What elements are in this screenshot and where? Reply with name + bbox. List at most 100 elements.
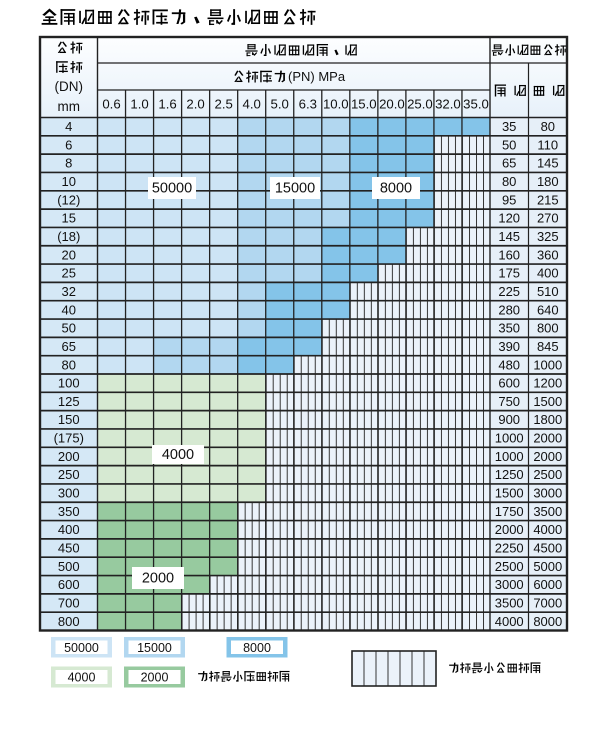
svg-text:(18): (18) (57, 229, 80, 244)
svg-text:50: 50 (62, 321, 76, 336)
svg-text:900: 900 (498, 412, 520, 427)
svg-text:4: 4 (65, 119, 72, 134)
svg-text:1000: 1000 (495, 431, 524, 446)
svg-text:360: 360 (537, 247, 559, 262)
svg-text:1.6: 1.6 (158, 97, 176, 112)
svg-text:7000: 7000 (533, 596, 562, 611)
svg-text:25: 25 (62, 266, 76, 281)
svg-text:25.0: 25.0 (407, 97, 433, 112)
svg-text:800: 800 (537, 321, 559, 336)
svg-text:35: 35 (502, 119, 516, 134)
svg-text:1750: 1750 (495, 504, 524, 519)
svg-text:2000: 2000 (141, 671, 169, 685)
svg-text:700: 700 (58, 596, 80, 611)
svg-text:15.0: 15.0 (351, 97, 377, 112)
svg-text:845: 845 (537, 339, 559, 354)
svg-text:160: 160 (498, 247, 520, 262)
svg-text:2500: 2500 (495, 559, 524, 574)
svg-text:32: 32 (62, 284, 76, 299)
svg-text:480: 480 (498, 357, 520, 372)
svg-text:125: 125 (58, 394, 80, 409)
svg-text:4.0: 4.0 (243, 97, 261, 112)
svg-text:2.0: 2.0 (186, 97, 204, 112)
svg-text:600: 600 (498, 376, 520, 391)
svg-text:8: 8 (65, 156, 72, 171)
svg-text:250: 250 (58, 467, 80, 482)
svg-text:3000: 3000 (495, 577, 524, 592)
svg-text:15: 15 (62, 211, 76, 226)
svg-text:10: 10 (62, 174, 76, 189)
svg-text:215: 215 (537, 192, 559, 207)
svg-text:325: 325 (537, 229, 559, 244)
svg-text:32.0: 32.0 (435, 97, 461, 112)
svg-text:2000: 2000 (142, 571, 174, 587)
svg-text:4000: 4000 (495, 614, 524, 629)
svg-text:(DN): (DN) (55, 79, 84, 94)
svg-text:1250: 1250 (495, 467, 524, 482)
svg-text:600: 600 (58, 577, 80, 592)
svg-text:350: 350 (498, 321, 520, 336)
svg-text:390: 390 (498, 339, 520, 354)
svg-text:4000: 4000 (68, 671, 96, 685)
svg-text:8000: 8000 (380, 181, 412, 197)
svg-text:15000: 15000 (137, 641, 172, 655)
svg-text:225: 225 (498, 284, 520, 299)
svg-text:1800: 1800 (533, 412, 562, 427)
svg-text:3500: 3500 (495, 596, 524, 611)
svg-text:510: 510 (537, 284, 559, 299)
svg-text:2000: 2000 (495, 522, 524, 537)
svg-text:65: 65 (62, 339, 76, 354)
svg-text:1200: 1200 (533, 376, 562, 391)
svg-text:6: 6 (65, 137, 72, 152)
svg-text:2000: 2000 (533, 449, 562, 464)
svg-text:95: 95 (502, 192, 516, 207)
svg-text:400: 400 (58, 522, 80, 537)
svg-text:1500: 1500 (533, 394, 562, 409)
svg-text:2.5: 2.5 (215, 97, 233, 112)
svg-text:40: 40 (62, 302, 76, 317)
svg-text:50000: 50000 (152, 181, 192, 197)
svg-text:450: 450 (58, 541, 80, 556)
svg-text:4500: 4500 (533, 541, 562, 556)
svg-text:200: 200 (58, 449, 80, 464)
svg-text:300: 300 (58, 486, 80, 501)
svg-text:20.0: 20.0 (379, 97, 405, 112)
svg-text:3500: 3500 (533, 504, 562, 519)
svg-text:2000: 2000 (533, 431, 562, 446)
svg-text:750: 750 (498, 394, 520, 409)
svg-text:350: 350 (58, 504, 80, 519)
svg-text:4000: 4000 (162, 447, 194, 463)
svg-text:1500: 1500 (495, 486, 524, 501)
svg-text:mm: mm (58, 99, 81, 114)
svg-text:3000: 3000 (533, 486, 562, 501)
svg-text:150: 150 (58, 412, 80, 427)
svg-text:1000: 1000 (533, 357, 562, 372)
svg-text:2250: 2250 (495, 541, 524, 556)
svg-text:280: 280 (498, 302, 520, 317)
svg-text:145: 145 (498, 229, 520, 244)
svg-text:(PN) MPa: (PN) MPa (288, 69, 346, 84)
svg-text:80: 80 (541, 119, 555, 134)
svg-text:500: 500 (58, 559, 80, 574)
svg-text:8000: 8000 (243, 641, 271, 655)
svg-text:6.3: 6.3 (299, 97, 317, 112)
svg-text:35.0: 35.0 (463, 97, 489, 112)
svg-text:15000: 15000 (275, 181, 315, 197)
svg-text:4000: 4000 (533, 522, 562, 537)
svg-text:5.0: 5.0 (271, 97, 289, 112)
svg-text:270: 270 (537, 211, 559, 226)
svg-text:(175): (175) (54, 431, 84, 446)
svg-text:0.6: 0.6 (102, 97, 120, 112)
svg-text:20: 20 (62, 247, 76, 262)
svg-text:(12): (12) (57, 192, 80, 207)
svg-text:640: 640 (537, 302, 559, 317)
svg-text:80: 80 (502, 174, 516, 189)
svg-text:65: 65 (502, 156, 516, 171)
svg-text:8000: 8000 (533, 614, 562, 629)
svg-text:180: 180 (537, 174, 559, 189)
svg-text:50000: 50000 (64, 641, 99, 655)
svg-text:175: 175 (498, 266, 520, 281)
svg-text:800: 800 (58, 614, 80, 629)
svg-text:110: 110 (537, 137, 558, 152)
svg-text:80: 80 (62, 357, 76, 372)
